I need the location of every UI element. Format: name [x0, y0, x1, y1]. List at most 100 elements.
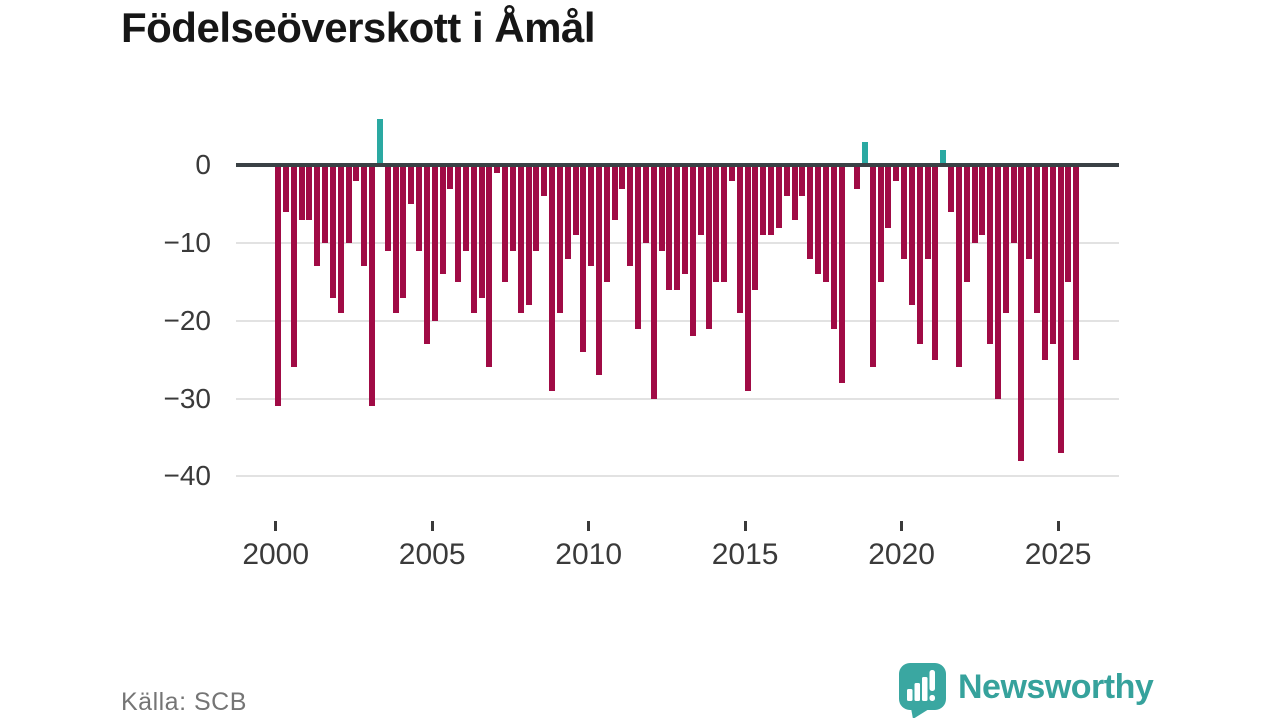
- bar-negative: [283, 165, 290, 212]
- x-axis-tick: [743, 521, 747, 531]
- bar-negative: [329, 165, 336, 298]
- bar-negative: [1073, 165, 1080, 360]
- bar-negative: [830, 165, 837, 329]
- gridline: [236, 319, 1119, 322]
- x-axis-tick: [430, 521, 434, 531]
- bar-negative: [705, 165, 712, 329]
- bar-negative: [682, 165, 689, 275]
- x-axis-tick: [587, 521, 591, 531]
- bar-negative: [1049, 165, 1056, 345]
- bar-negative: [517, 165, 524, 314]
- x-axis-tick: [1056, 521, 1060, 531]
- bar-negative: [815, 165, 822, 275]
- x-axis-tick: [900, 521, 904, 531]
- y-axis-label: 0: [195, 149, 211, 181]
- bar-negative: [854, 165, 861, 189]
- bar-negative: [408, 165, 415, 205]
- bar-negative: [611, 165, 618, 220]
- source-note: Källa: SCB: [121, 688, 247, 716]
- bar-negative: [549, 165, 556, 391]
- bar-negative: [462, 165, 469, 251]
- bar-negative: [642, 165, 649, 244]
- bar-negative: [314, 165, 321, 267]
- bar-negative: [447, 165, 454, 189]
- bar-negative: [533, 165, 540, 251]
- bar-negative: [455, 165, 462, 282]
- bar-negative: [901, 165, 908, 259]
- gridline: [236, 397, 1119, 400]
- x-axis-label: 2005: [398, 538, 466, 571]
- bar-negative: [306, 165, 313, 220]
- y-axis-label: −30: [163, 382, 212, 414]
- bar-negative: [1026, 165, 1033, 259]
- newsworthy-logo-text: Newsworthy: [958, 667, 1154, 706]
- bar-negative: [494, 165, 501, 174]
- bar-negative: [353, 165, 360, 181]
- x-axis-tick: [274, 521, 278, 531]
- bar-negative: [963, 165, 970, 282]
- bar-negative: [877, 165, 884, 282]
- bar-negative: [807, 165, 814, 259]
- bar-negative: [736, 165, 743, 314]
- bar-negative: [502, 165, 509, 282]
- bar-negative: [924, 165, 931, 259]
- bar-negative: [595, 165, 602, 376]
- bar-negative: [650, 165, 657, 399]
- bar-negative: [384, 165, 391, 251]
- bar-negative: [948, 165, 955, 212]
- bar-negative: [760, 165, 767, 236]
- bar-negative: [431, 165, 438, 321]
- bar-negative: [423, 165, 430, 345]
- bar-negative: [556, 165, 563, 314]
- bar-negative: [627, 165, 634, 267]
- bar-negative: [955, 165, 962, 368]
- bar-negative: [658, 165, 665, 251]
- y-axis-label: −20: [163, 304, 212, 336]
- bar-negative: [486, 165, 493, 368]
- bar-negative: [572, 165, 579, 236]
- bar-negative: [1057, 165, 1064, 454]
- bar-positive: [940, 149, 947, 166]
- bar-negative: [541, 165, 548, 197]
- gridline: [236, 475, 1119, 478]
- chart-title: Födelseöverskott i Åmål: [121, 4, 595, 51]
- bar-negative: [580, 165, 587, 352]
- bar-negative: [721, 165, 728, 282]
- bar-negative: [298, 165, 305, 220]
- bar-positive: [376, 118, 383, 166]
- bar-negative: [1018, 165, 1025, 461]
- bar-negative: [1041, 165, 1048, 360]
- bar-negative: [588, 165, 595, 267]
- bar-negative: [525, 165, 532, 306]
- bar-negative: [728, 165, 735, 181]
- bar-negative: [689, 165, 696, 337]
- bar-negative: [783, 165, 790, 197]
- bar-negative: [768, 165, 775, 236]
- bar-negative: [509, 165, 516, 251]
- bar-negative: [564, 165, 571, 259]
- bar-negative: [337, 165, 344, 314]
- bar-negative: [822, 165, 829, 282]
- bar-negative: [470, 165, 477, 314]
- bar-negative: [416, 165, 423, 251]
- bar-negative: [932, 165, 939, 360]
- bar-negative: [290, 165, 297, 368]
- x-axis-label: 2020: [868, 538, 935, 571]
- bar-negative: [971, 165, 978, 244]
- x-axis-label: 2025: [1024, 538, 1092, 571]
- bar-negative: [635, 165, 642, 329]
- bar-negative: [1002, 165, 1009, 314]
- bar-negative: [1010, 165, 1017, 244]
- bar-negative: [361, 165, 368, 267]
- bar-negative: [752, 165, 759, 290]
- x-axis-label: 2010: [555, 538, 623, 571]
- bar-negative: [1065, 165, 1072, 282]
- bar-negative: [603, 165, 610, 282]
- zero-axis-line: [236, 163, 1119, 167]
- bar-negative: [697, 165, 704, 236]
- bar-negative: [674, 165, 681, 290]
- bar-negative: [916, 165, 923, 345]
- bar-negative: [275, 165, 282, 407]
- bar-negative: [838, 165, 845, 384]
- y-axis-label: −10: [163, 227, 212, 259]
